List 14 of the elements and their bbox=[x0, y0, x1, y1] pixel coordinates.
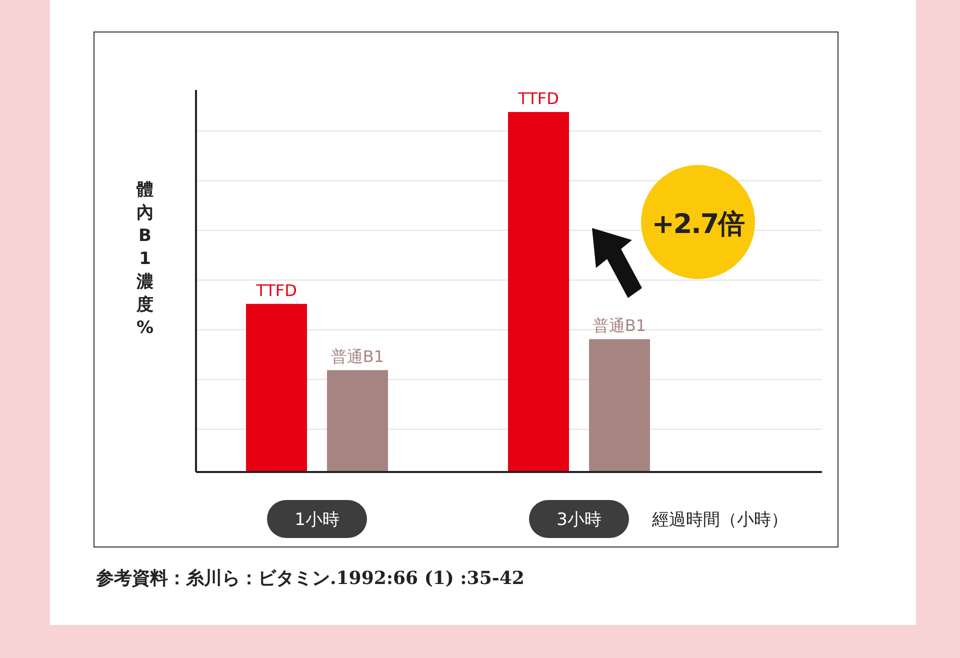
text: 参考資料：糸川ら：ビタミン.1992:66 (1) :35-42 bbox=[95, 568, 524, 589]
bar bbox=[589, 339, 650, 472]
bar bbox=[246, 304, 307, 472]
text: 普通B1 bbox=[592, 316, 646, 336]
x-tick-label: 1小時 bbox=[294, 510, 340, 530]
x-tick-label: 3小時 bbox=[556, 510, 602, 530]
y-axis-title: 體內B1濃度% bbox=[136, 180, 154, 338]
bar bbox=[508, 112, 569, 472]
series-label: TTFD bbox=[255, 280, 297, 300]
series-label: 普通B1 bbox=[330, 347, 384, 366]
text: TTFD bbox=[518, 89, 559, 108]
x-axis-title: 經過時間（小時） bbox=[651, 510, 788, 530]
annotation: +2.7倍 bbox=[652, 209, 746, 240]
bar bbox=[327, 370, 388, 472]
